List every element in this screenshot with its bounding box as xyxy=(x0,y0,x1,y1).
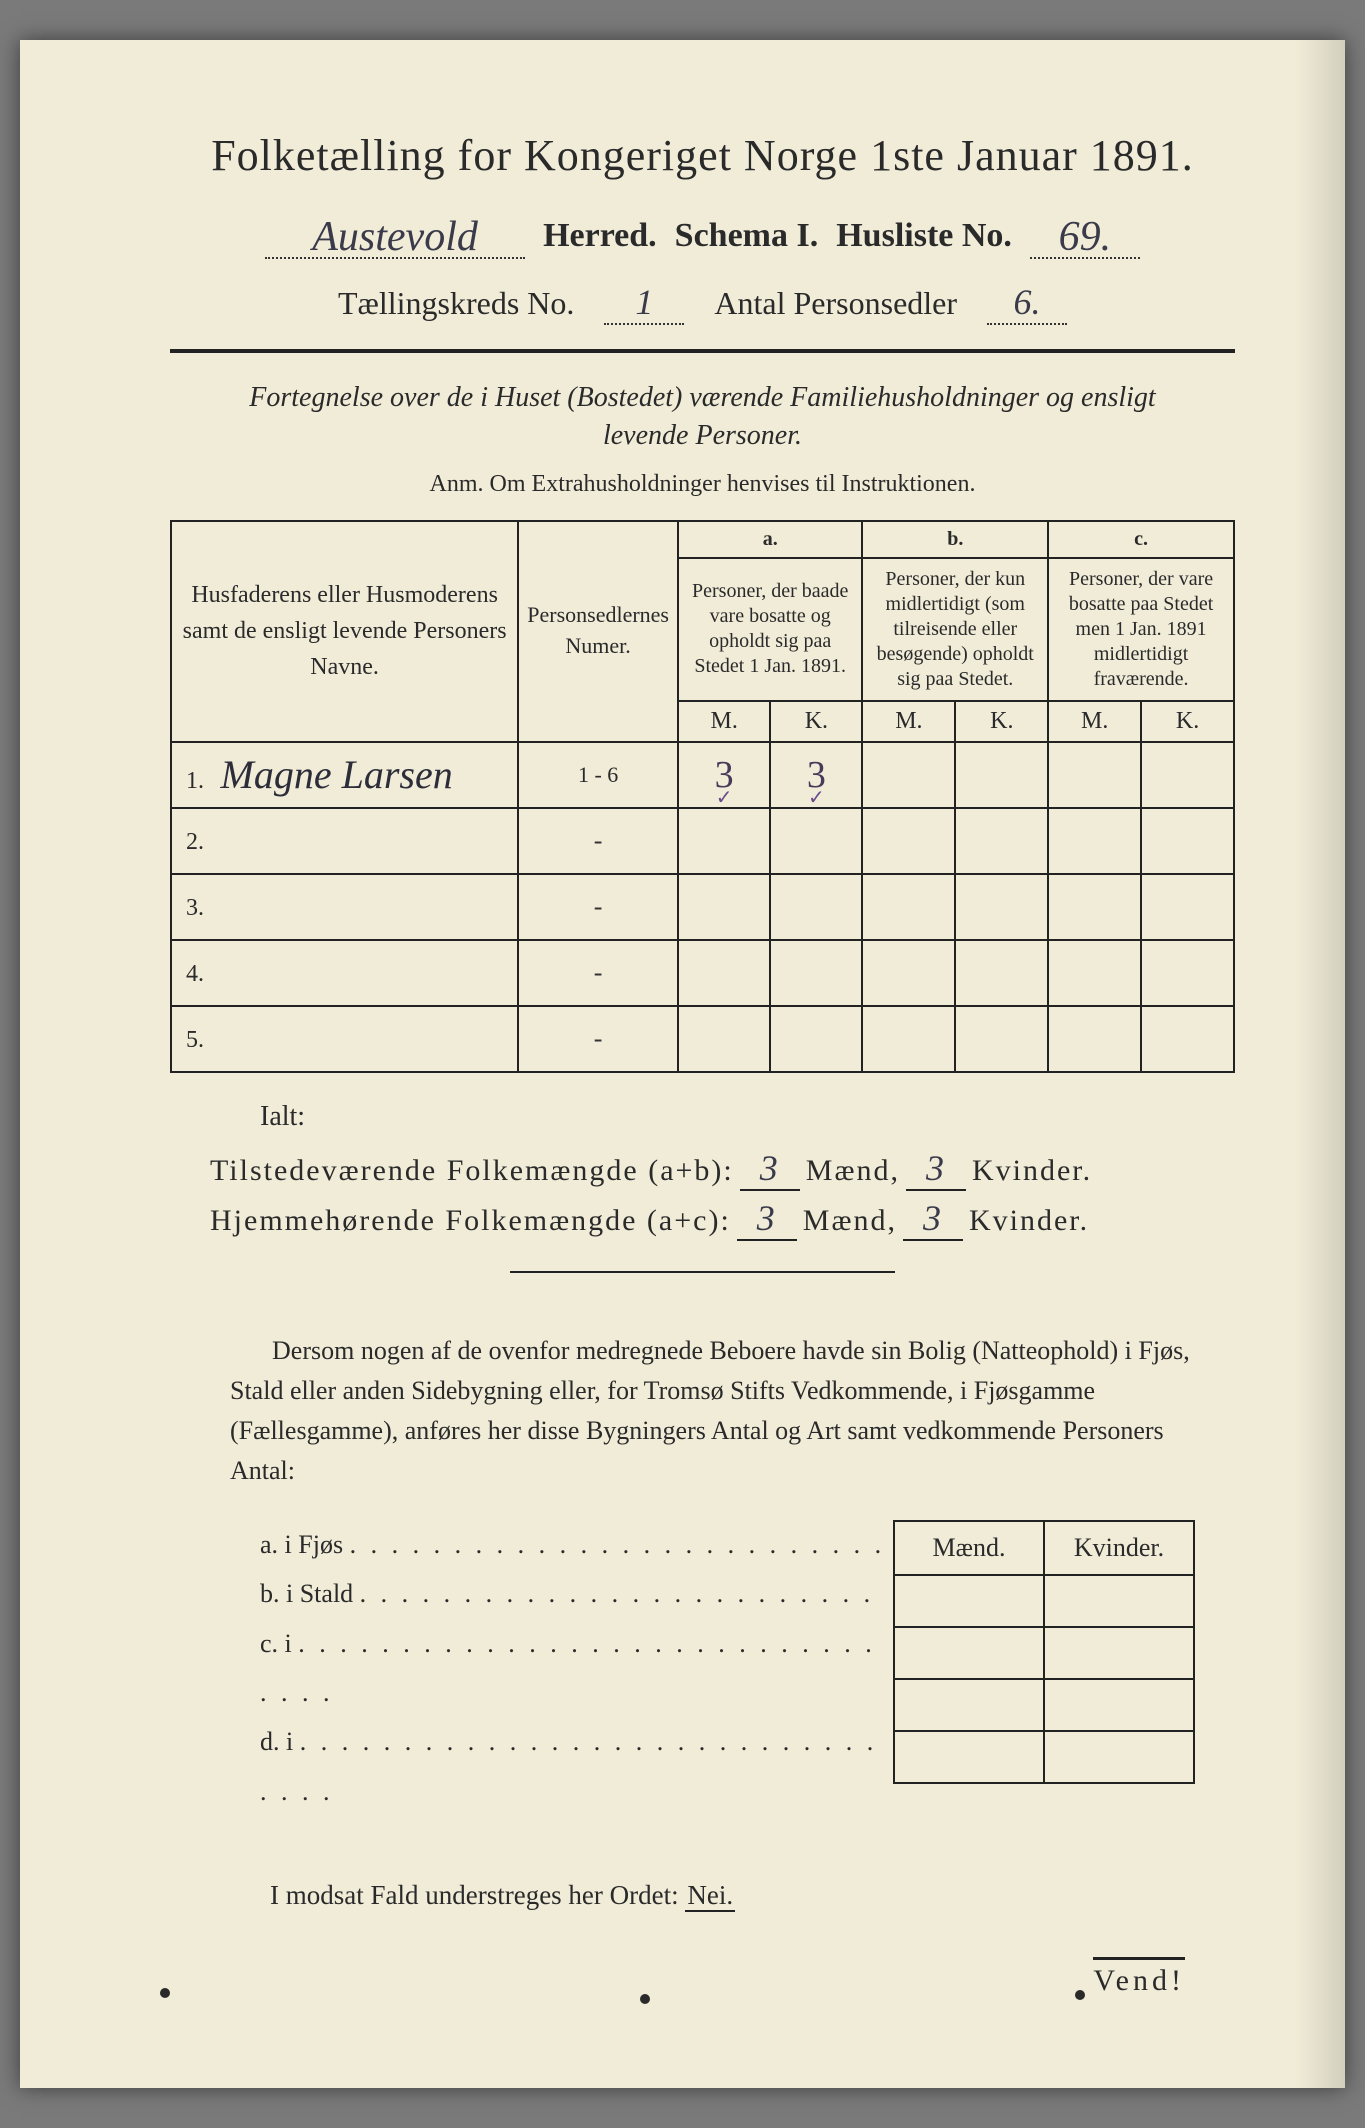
mini-row-b: b. i Stald . . . . . . . . . . . . . . .… xyxy=(260,1569,893,1618)
cell-c-k xyxy=(1141,742,1234,808)
paragraph-text: Dersom nogen af de ovenfor medregnede Be… xyxy=(230,1331,1205,1492)
table-row: 5. - xyxy=(171,1006,1234,1072)
mini-cell xyxy=(1044,1679,1194,1731)
row-num: 1. xyxy=(186,768,214,795)
maend-label: Mænd, xyxy=(803,1204,897,1238)
cell-a-m: 3✓ xyxy=(678,742,770,808)
cell-c-m xyxy=(1048,742,1141,808)
header-row-1: Austevold Herred. Schema I. Husliste No.… xyxy=(170,209,1235,259)
mini-kvinder-header: Kvinder. xyxy=(1044,1521,1194,1575)
row-name-hw: Magne Larsen xyxy=(221,752,453,797)
outbuilding-section: a. i Fjøs . . . . . . . . . . . . . . . … xyxy=(260,1520,1195,1816)
mini-cell xyxy=(1044,1731,1194,1783)
husliste-label: Husliste No. xyxy=(836,217,1012,255)
ialt-label: Ialt: xyxy=(260,1101,1235,1133)
mini-cell xyxy=(894,1731,1044,1783)
totals-r2-k: 3 xyxy=(903,1197,963,1241)
row-num: 5. xyxy=(186,1027,214,1054)
herred-label: Herred. xyxy=(543,217,657,255)
cell-num: 1 - 6 xyxy=(518,742,678,808)
mini-cell xyxy=(1044,1627,1194,1679)
antal-hw: 6. xyxy=(1014,282,1041,322)
cell-num: - xyxy=(518,940,678,1006)
intro-text: Fortegnelse over de i Huset (Bostedet) v… xyxy=(210,379,1195,455)
cell-num: - xyxy=(518,808,678,874)
col-b-k: K. xyxy=(955,701,1048,742)
row-num: 3. xyxy=(186,895,214,922)
census-form-page: Folketælling for Kongeriget Norge 1ste J… xyxy=(20,40,1345,2088)
table-row: 4. - xyxy=(171,940,1234,1006)
cell-b-m xyxy=(862,742,955,808)
mini-row-d: d. i . . . . . . . . . . . . . . . . . .… xyxy=(260,1717,893,1816)
row-num: 2. xyxy=(186,829,214,856)
nei-line: I modsat Fald understreges her Ordet: Ne… xyxy=(270,1880,1235,1911)
col-a-m: M. xyxy=(678,701,770,742)
page-title: Folketælling for Kongeriget Norge 1ste J… xyxy=(170,130,1235,181)
binding-hole-icon xyxy=(160,1988,170,1998)
totals-r2-m: 3 xyxy=(737,1197,797,1241)
row-num: 4. xyxy=(186,961,214,988)
table-row: 3. - xyxy=(171,874,1234,940)
divider xyxy=(510,1271,895,1273)
outbuilding-table: Mænd. Kvinder. xyxy=(893,1520,1195,1784)
header-row-2: Tællingskreds No. 1 Antal Personsedler 6… xyxy=(170,281,1235,325)
kreds-label: Tællingskreds No. xyxy=(338,285,574,322)
cell-num: - xyxy=(518,1006,678,1072)
nei-word: Nei. xyxy=(685,1880,735,1912)
col-b-letter: b. xyxy=(862,521,1048,558)
col-b-header: Personer, der kun midlertidigt (som tilr… xyxy=(862,558,1048,701)
cell-a-k: 3✓ xyxy=(770,742,862,808)
col-a-header: Personer, der baade vare bosatte og opho… xyxy=(678,558,862,701)
binding-hole-icon xyxy=(1075,1990,1085,2000)
kreds-no-hw: 1 xyxy=(635,282,653,322)
mini-cell xyxy=(894,1575,1044,1627)
table-row: 2. - xyxy=(171,808,1234,874)
totals-resident: Hjemmehørende Folkemængde (a+c): 3 Mænd,… xyxy=(210,1197,1195,1241)
mini-cell xyxy=(894,1627,1044,1679)
col-name-header: Husfaderens eller Husmoderens samt de en… xyxy=(171,521,518,742)
binding-hole-icon xyxy=(640,1994,650,2004)
anm-text: Anm. Om Extrahusholdninger henvises til … xyxy=(170,471,1235,498)
husliste-no-hw: 69. xyxy=(1059,214,1112,260)
col-num-header: Personsedlernes Numer. xyxy=(518,521,678,742)
mini-maend-header: Mænd. xyxy=(894,1521,1044,1575)
mini-row-c: c. i . . . . . . . . . . . . . . . . . .… xyxy=(260,1619,893,1718)
totals-r1-m: 3 xyxy=(740,1147,800,1191)
herred-name-hw: Austevold xyxy=(312,214,478,260)
mini-row-a: a. i Fjøs . . . . . . . . . . . . . . . … xyxy=(260,1520,893,1569)
totals-r1-k: 3 xyxy=(906,1147,966,1191)
col-c-header: Personer, der vare bosatte paa Stedet me… xyxy=(1048,558,1234,701)
page-shadow xyxy=(1295,40,1345,2088)
divider xyxy=(170,349,1235,351)
totals-present: Tilstedeværende Folkemængde (a+b): 3 Mæn… xyxy=(210,1147,1195,1191)
mini-cell xyxy=(894,1679,1044,1731)
col-a-k: K. xyxy=(770,701,862,742)
cell-num: - xyxy=(518,874,678,940)
vend-label: Vend! xyxy=(1093,1957,1185,1998)
col-b-m: M. xyxy=(862,701,955,742)
mini-cell xyxy=(1044,1575,1194,1627)
col-a-letter: a. xyxy=(678,521,862,558)
col-c-k: K. xyxy=(1141,701,1234,742)
antal-label: Antal Personsedler xyxy=(714,285,957,322)
household-table: Husfaderens eller Husmoderens samt de en… xyxy=(170,520,1235,1073)
kvinder-label: Kvinder. xyxy=(969,1204,1089,1238)
table-row: 1. Magne Larsen 1 - 6 3✓ 3✓ xyxy=(171,742,1234,808)
schema-label: Schema I. xyxy=(675,217,819,255)
col-c-m: M. xyxy=(1048,701,1141,742)
cell-b-k xyxy=(955,742,1048,808)
col-c-letter: c. xyxy=(1048,521,1234,558)
kvinder-label: Kvinder. xyxy=(972,1154,1092,1188)
totals-row1-label: Tilstedeværende Folkemængde (a+b): xyxy=(210,1154,734,1188)
maend-label: Mænd, xyxy=(806,1154,900,1188)
totals-row2-label: Hjemmehørende Folkemængde (a+c): xyxy=(210,1204,731,1238)
